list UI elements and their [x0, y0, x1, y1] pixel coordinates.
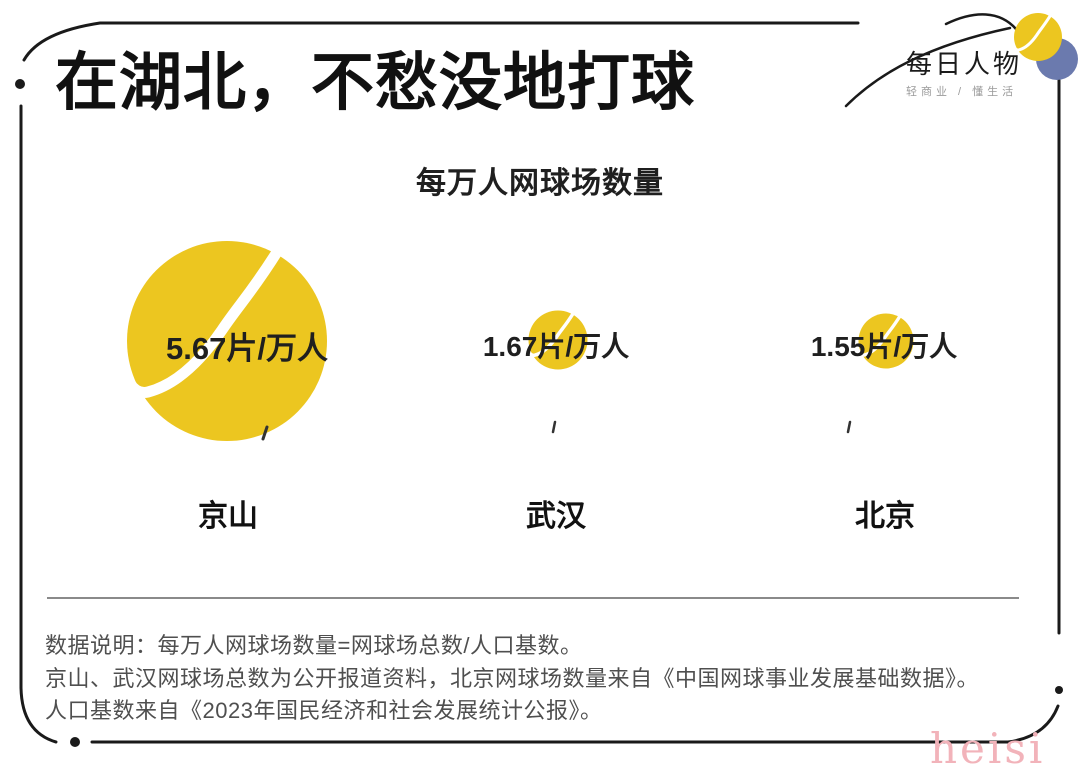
logo-tagline: 轻商业 / 懂生活 — [906, 86, 1018, 98]
value-label-beijing: 1.55片/万人 — [810, 331, 958, 362]
chart-title: 每万人网球场数量 — [416, 167, 664, 200]
bubble-beijing — [858, 313, 914, 369]
ball-seam-wuhan — [526, 312, 575, 358]
tennis-ball-beijing — [857, 313, 914, 369]
logo-ball-seam — [1012, 14, 1052, 52]
city-label-wuhan: 武汉 — [526, 500, 586, 533]
bubble-jingshan — [127, 241, 327, 441]
tick-marks — [261, 420, 852, 441]
value-label-jingshan: 5.67片/万人 — [166, 331, 328, 366]
page-border-frame — [19, 21, 1061, 744]
city-label-beijing: 北京 — [855, 500, 915, 533]
tick-jingshan — [261, 425, 269, 441]
footnote-line-2: 京山、武汉网球场总数为公开报道资料，北京网球场数量来自《中国网球事业发展基础数据… — [45, 666, 980, 691]
value-label-wuhan: 1.67片/万人 — [482, 331, 630, 362]
frame-dot-top-left — [15, 79, 25, 89]
logo-tennis-ball — [1014, 13, 1062, 61]
city-label-jingshan: 京山 — [198, 500, 258, 533]
footnote-line-1: 数据说明：每万人网球场数量=网球场总数/人口基数。 — [45, 633, 583, 658]
logo-wordmark: 每日人物 — [906, 49, 1023, 79]
footnote-line-3: 人口基数来自《2023年国民经济和社会发展统计公报》。 — [45, 698, 603, 723]
tick-beijing — [846, 420, 852, 434]
ball-seam-beijing — [857, 314, 902, 357]
logo-swoosh-long — [844, 26, 1012, 108]
frame-left-segment — [19, 104, 58, 744]
page-title: 在湖北，不愁没地打球 — [55, 48, 695, 118]
frame-bottom-segment — [90, 704, 1060, 744]
frame-top-left-segment — [22, 21, 860, 62]
watermark: heisi — [930, 724, 1046, 773]
frame-dot-bottom-left — [70, 737, 80, 747]
tennis-ball-jingshan — [122, 241, 327, 441]
ball-seam-jingshan — [122, 246, 283, 398]
tick-wuhan — [551, 420, 557, 434]
bubble-wuhan — [528, 310, 588, 370]
footer-divider — [47, 597, 1019, 599]
logo-graphic — [844, 13, 1078, 108]
logo-swoosh-short — [944, 13, 1018, 31]
tennis-ball-wuhan — [526, 310, 588, 370]
frame-dot-bottom-right — [1055, 686, 1063, 694]
